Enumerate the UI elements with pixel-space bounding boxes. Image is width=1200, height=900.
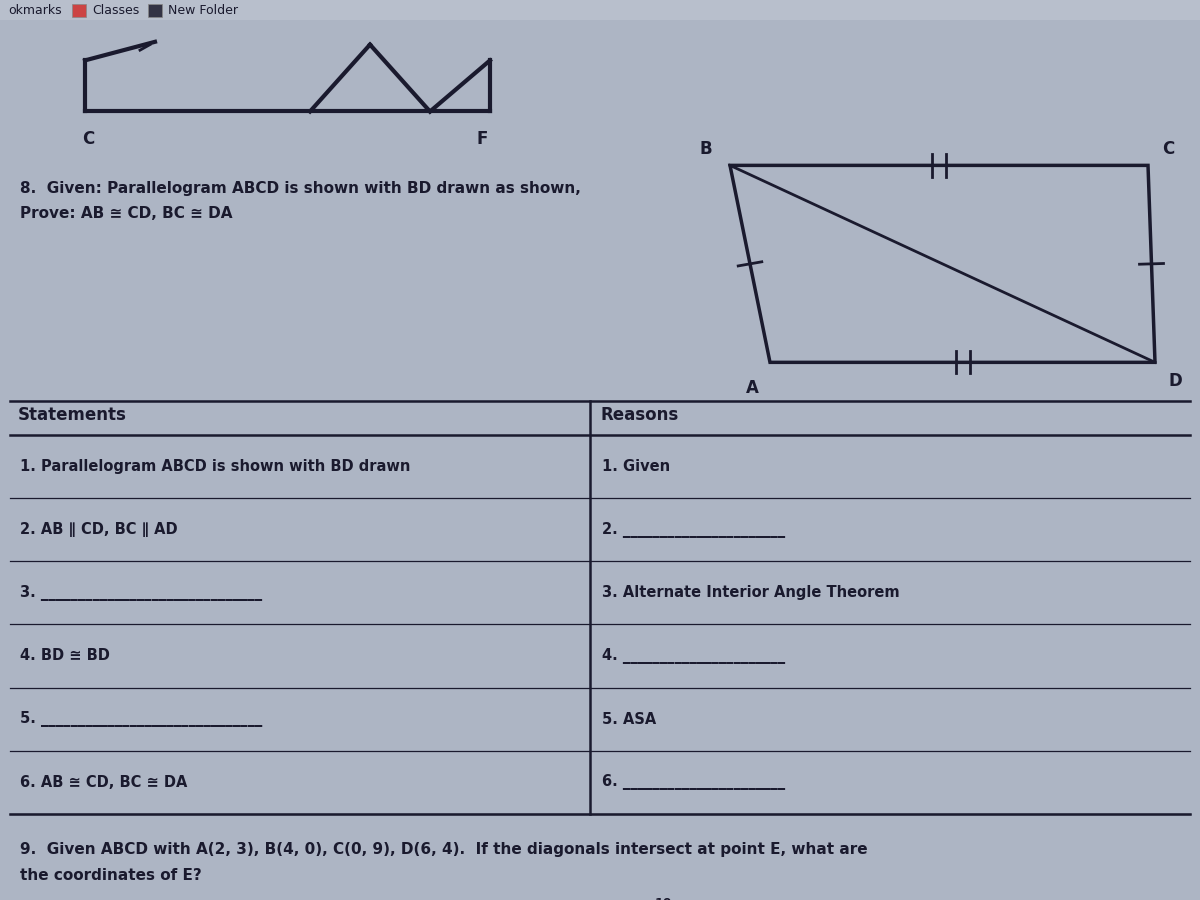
Text: 6. ______________________: 6. ______________________	[602, 774, 785, 790]
Text: 4. BD ≅ BD: 4. BD ≅ BD	[20, 648, 110, 663]
Text: Classes: Classes	[92, 4, 139, 17]
Text: C: C	[82, 130, 95, 148]
Text: 5. ______________________________: 5. ______________________________	[20, 711, 263, 727]
Text: 3. ______________________________: 3. ______________________________	[20, 585, 262, 601]
Text: New Folder: New Folder	[168, 4, 238, 17]
Text: 10: 10	[655, 897, 672, 900]
Text: 3. Alternate Interior Angle Theorem: 3. Alternate Interior Angle Theorem	[602, 585, 900, 600]
Text: A: A	[745, 379, 758, 397]
Text: 2. AB ∥ CD, BC ∥ AD: 2. AB ∥ CD, BC ∥ AD	[20, 522, 178, 537]
Bar	[72, 4, 86, 17]
Text: 2. ______________________: 2. ______________________	[602, 522, 785, 537]
Text: 4. ______________________: 4. ______________________	[602, 648, 785, 664]
Text: Reasons: Reasons	[600, 406, 678, 424]
Text: B: B	[700, 140, 712, 158]
Bar	[0, 0, 1200, 21]
Text: okmarks: okmarks	[8, 4, 61, 17]
Text: F: F	[476, 130, 487, 148]
Text: D: D	[1169, 372, 1183, 390]
Text: C: C	[1162, 140, 1175, 158]
Text: 8.  Given: Parallelogram ABCD is shown with BD drawn as shown,: 8. Given: Parallelogram ABCD is shown wi…	[20, 181, 581, 196]
Text: 6. AB ≅ CD, BC ≅ DA: 6. AB ≅ CD, BC ≅ DA	[20, 775, 187, 790]
Bar	[148, 4, 162, 17]
Text: 5. ASA: 5. ASA	[602, 712, 656, 726]
Text: the coordinates of E?: the coordinates of E?	[20, 868, 202, 883]
Text: 1. Parallelogram ABCD is shown with BD drawn: 1. Parallelogram ABCD is shown with BD d…	[20, 459, 410, 474]
Text: 1. Given: 1. Given	[602, 459, 670, 474]
Text: Prove: AB ≅ CD, BC ≅ DA: Prove: AB ≅ CD, BC ≅ DA	[20, 206, 233, 221]
Text: 9.  Given ABCD with A(2, 3), B(4, 0), C(0, 9), D(6, 4).  If the diagonals inters: 9. Given ABCD with A(2, 3), B(4, 0), C(0…	[20, 842, 868, 857]
Text: Statements: Statements	[18, 406, 127, 424]
